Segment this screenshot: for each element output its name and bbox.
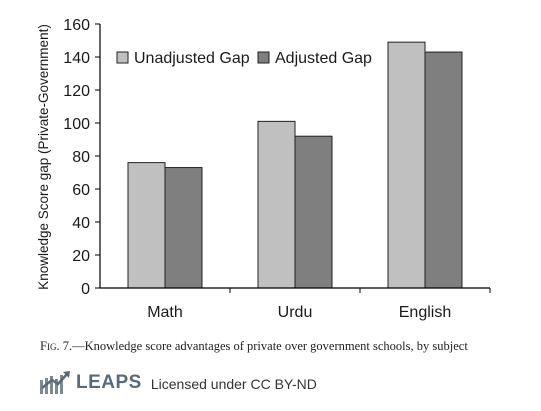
y-tick-label: 160	[63, 17, 90, 34]
legend-swatch	[116, 51, 129, 64]
y-axis-ticks: 0 20 40 60 80 100 120 140 160	[63, 17, 100, 298]
y-tick-label: 20	[72, 248, 90, 265]
category-labels: Math Urdu English	[147, 288, 491, 321]
bars	[127, 41, 463, 289]
bar-adjusted-gap-urdu	[294, 135, 333, 289]
y-tick-label: 40	[72, 215, 90, 232]
y-tick-label: 0	[81, 281, 90, 298]
bar-adjusted-gap-math	[164, 167, 203, 289]
category-label: Math	[147, 304, 183, 321]
bar-unadjusted-gap-math	[127, 162, 166, 289]
license-text: Licensed under CC BY-ND	[150, 376, 317, 392]
legend-label: Unadjusted Gap	[134, 50, 250, 67]
figure-caption: Fig. 7.—Knowledge score advantages of pr…	[40, 339, 468, 354]
leaps-logo-icon	[40, 371, 70, 394]
bar-unadjusted-gap-urdu	[257, 120, 296, 289]
y-tick-label: 140	[63, 50, 90, 67]
y-tick-label: 60	[72, 182, 90, 199]
bar-unadjusted-gap-english	[387, 41, 426, 289]
y-axis-label: Knowledge Score gap (Private-Government)	[36, 24, 51, 290]
legend-swatch	[257, 51, 270, 64]
y-tick-label: 120	[63, 83, 90, 100]
y-tick-label: 100	[63, 116, 90, 133]
legend: Unadjusted Gap Adjusted Gap	[116, 50, 372, 67]
y-tick-label: 80	[72, 149, 90, 166]
category-label: English	[399, 304, 451, 321]
legend-label: Adjusted Gap	[275, 50, 372, 67]
footer: LEAPS Licensed under CC BY-ND	[40, 368, 317, 398]
caption-figure-number: Fig. 7.	[40, 339, 73, 353]
category-label: Urdu	[278, 304, 313, 321]
axes	[99, 24, 490, 289]
bar-chart: Knowledge Score gap (Private-Government)…	[36, 17, 491, 321]
bar-adjusted-gap-english	[424, 51, 463, 289]
caption-text: —Knowledge score advantages of private o…	[72, 339, 468, 353]
leaps-brand: LEAPS	[76, 372, 142, 393]
